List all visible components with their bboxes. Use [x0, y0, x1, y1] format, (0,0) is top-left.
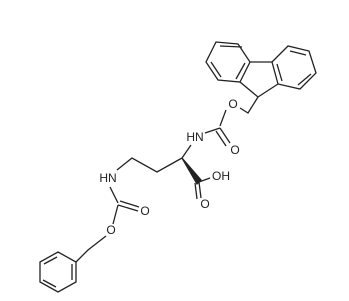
bond [109, 186, 119, 204]
ring [39, 251, 77, 293]
atom-label: O [230, 143, 239, 157]
atom-label: O [106, 223, 115, 237]
bond [181, 144, 192, 159]
ring [205, 41, 251, 83]
double-bond [219, 45, 243, 48]
double-bond [117, 204, 139, 212]
bond [116, 157, 183, 173]
double-bond [289, 50, 307, 56]
double-bond [297, 73, 312, 86]
double-bond [210, 61, 222, 78]
atom-label: HN [186, 130, 203, 144]
double-bond [119, 200, 140, 208]
bond [239, 96, 259, 114]
bond [239, 81, 279, 98]
bond [75, 235, 107, 263]
double-bond [235, 62, 246, 80]
bond [219, 109, 227, 127]
double-bond [198, 181, 202, 199]
atom-label: OH [212, 169, 230, 183]
double-bond [43, 256, 58, 265]
double-bond [215, 130, 227, 147]
atom-label: O [200, 197, 209, 211]
atom-label: O [228, 97, 237, 111]
bond [112, 204, 119, 225]
double-bond [276, 63, 283, 82]
wedge-bond [181, 157, 202, 186]
atom-label: HN [99, 171, 116, 185]
atom-label: O [140, 204, 149, 218]
double-bond [42, 279, 57, 288]
bond [204, 127, 221, 134]
bond [198, 177, 211, 183]
double-bond [219, 127, 231, 144]
bonds [39, 41, 317, 293]
double-bond [194, 182, 198, 200]
